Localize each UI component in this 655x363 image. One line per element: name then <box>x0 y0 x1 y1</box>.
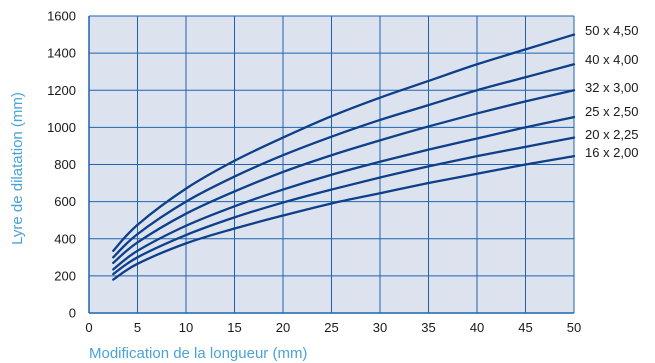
x-tick-label: 40 <box>470 320 484 335</box>
series-label-0: 50 x 4,50 <box>585 23 639 38</box>
x-tick-label: 50 <box>567 320 581 335</box>
x-tick-label: 15 <box>227 320 241 335</box>
y-tick-label: 400 <box>54 231 76 246</box>
x-tick-label: 20 <box>276 320 290 335</box>
series-line-3 <box>112 116 576 271</box>
series-line-0 <box>112 33 576 252</box>
series-labels: 50 x 4,50 40 x 4,00 32 x 3,00 25 x 2,50 20 x… <box>585 23 639 160</box>
x-tick-label: 35 <box>421 320 435 335</box>
series-label-1: 40 x 4,00 <box>585 52 639 67</box>
series-line-1 <box>112 63 576 259</box>
x-axis-ticks: 0 5 10 15 20 25 30 35 40 45 50 <box>85 320 581 335</box>
x-tick-label: 5 <box>134 320 141 335</box>
series-label-5: 16 x 2,00 <box>585 145 639 160</box>
series-line-4 <box>112 136 576 276</box>
y-tick-label: 1600 <box>47 9 76 24</box>
x-tick-label: 0 <box>85 320 92 335</box>
x-tick-label: 10 <box>179 320 193 335</box>
series-label-4: 20 x 2,25 <box>585 127 639 142</box>
x-tick-label: 25 <box>324 320 338 335</box>
y-tick-label: 200 <box>54 268 76 283</box>
series-label-3: 25 x 2,50 <box>585 104 639 119</box>
y-axis-title: Lyre de dilatation (mm) <box>9 92 26 245</box>
y-tick-label: 1000 <box>47 120 76 135</box>
y-tick-label: 0 <box>69 306 76 321</box>
y-axis-ticks: 0 200 400 600 800 1000 1200 1400 1600 <box>47 9 76 321</box>
series-line-5 <box>112 155 576 281</box>
x-axis-title: Modification de la longueur (mm) <box>89 345 307 362</box>
y-tick-label: 1400 <box>47 46 76 61</box>
series-label-2: 32 x 3,00 <box>585 80 639 95</box>
y-tick-label: 600 <box>54 194 76 209</box>
series-line-2 <box>112 89 576 265</box>
y-tick-label: 800 <box>54 157 76 172</box>
y-tick-label: 1200 <box>47 83 76 98</box>
x-tick-label: 30 <box>373 320 387 335</box>
series-lines <box>112 33 576 281</box>
x-tick-label: 45 <box>518 320 532 335</box>
